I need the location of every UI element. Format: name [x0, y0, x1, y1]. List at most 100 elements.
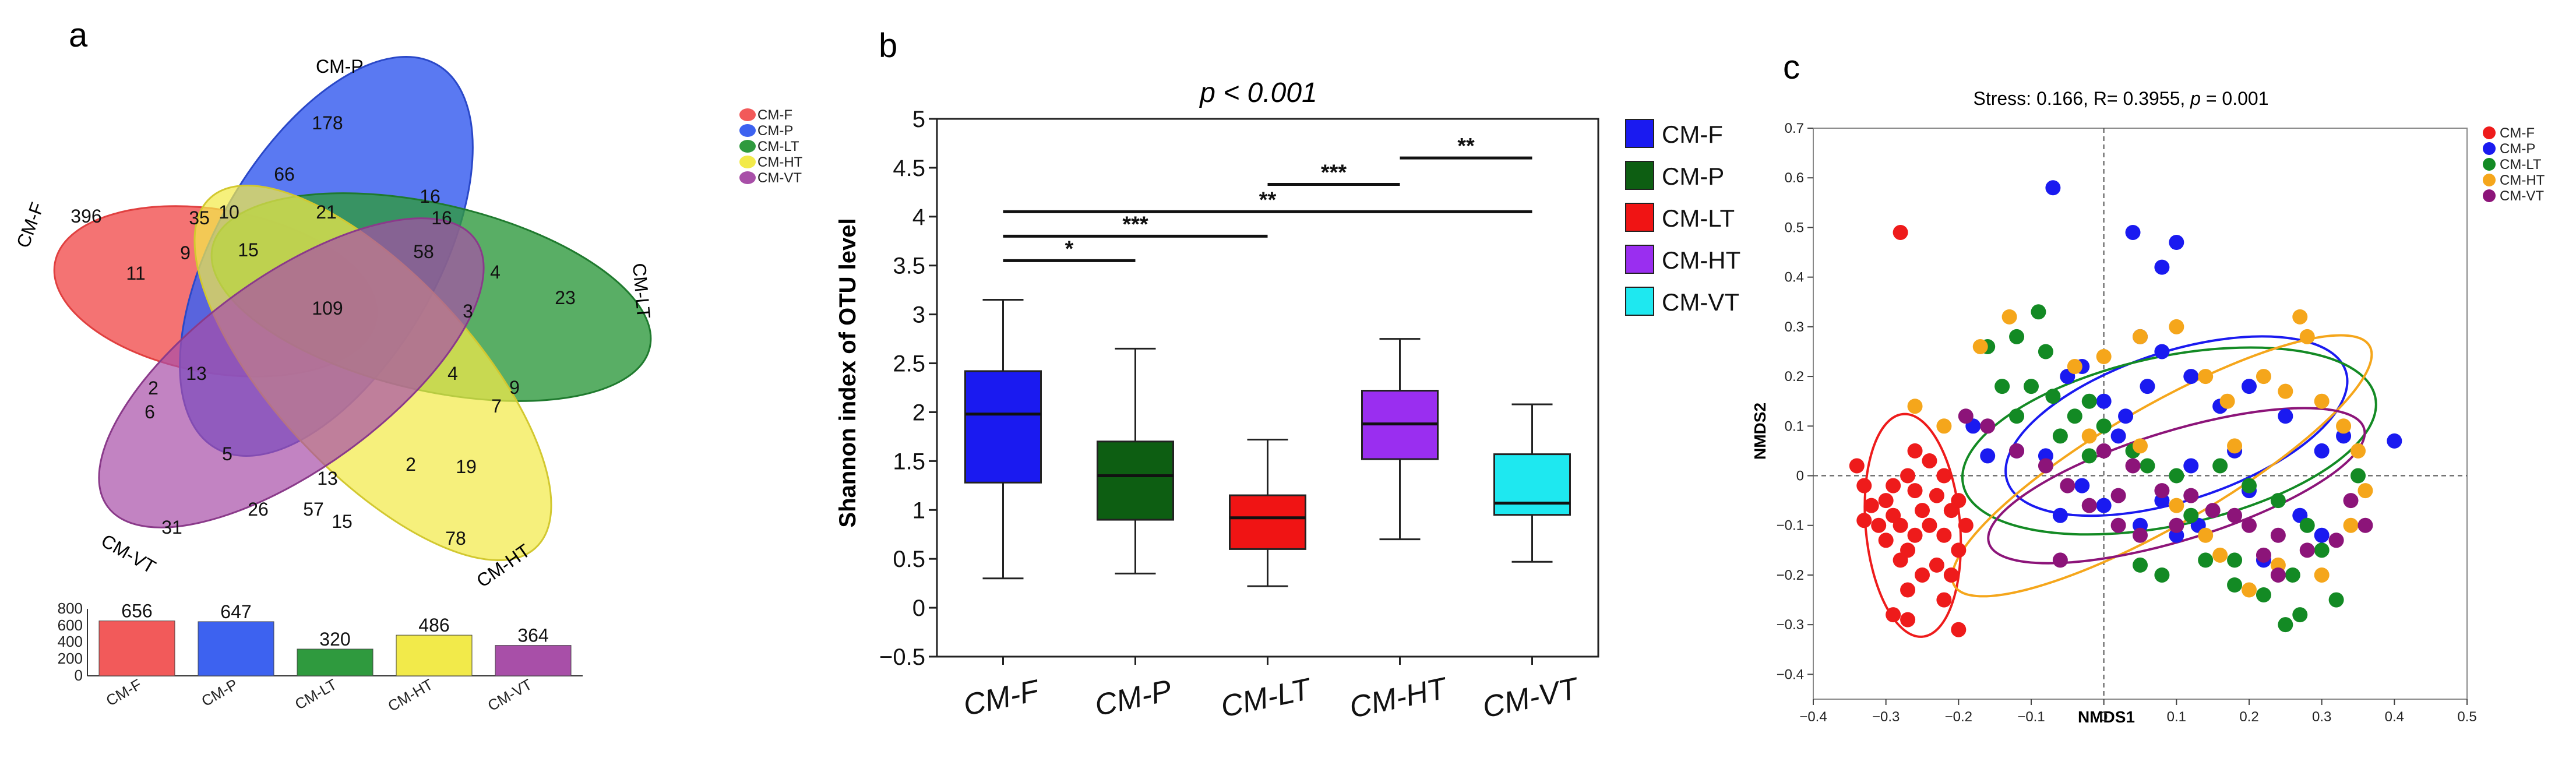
y-tick-label-c: 0.5 — [1785, 220, 1804, 235]
significance-label: * — [1065, 237, 1074, 261]
point-cm-p — [2125, 224, 2141, 240]
venn-count: 2 — [148, 378, 158, 399]
bars: 656 647 320 486 364 — [98, 601, 572, 676]
bar-y-ticks: 0 200 400 600 800 — [58, 600, 83, 684]
panel-label-a: a — [69, 16, 88, 54]
y-tick-label-b: 0.5 — [893, 547, 925, 572]
point-cm-ht — [2227, 438, 2243, 454]
point-cm-p — [2278, 408, 2293, 424]
venn-petal-cm-vt — [98, 217, 485, 528]
point-cm-f — [1915, 503, 1930, 519]
point-cm-p — [2052, 507, 2068, 523]
point-cm-ht — [2256, 369, 2271, 385]
box-cm-p — [1097, 440, 1174, 521]
point-cm-lt — [2183, 507, 2199, 523]
point-cm-lt — [2314, 542, 2330, 558]
point-cm-p — [2242, 379, 2257, 394]
x-category-label-b: CM-VT — [1479, 671, 1582, 725]
point-cm-f — [1893, 517, 1908, 533]
point-cm-vt — [2205, 503, 2221, 519]
axes-c: −0.4 −0.3 −0.2 −0.1 0 0.1 0.2 0.3 0.4 0.5 −0.4 −0.3… — [1777, 121, 2477, 725]
point-cm-f — [1951, 622, 1967, 637]
point-cm-vt — [2009, 443, 2025, 459]
bar-y-tick-label: 0 — [75, 667, 83, 684]
venn-count: 35 — [189, 207, 210, 228]
y-ticks-b: −0.5 0 0.5 1 1.5 2 2.5 3 3.5 4 4.5 5 — [879, 107, 937, 670]
point-cm-f — [1900, 582, 1916, 598]
bar-y-tick-label: 400 — [58, 633, 83, 650]
plot-frame-c — [1813, 128, 2468, 700]
point-cm-lt — [2227, 577, 2243, 593]
point-cm-p — [2096, 393, 2112, 409]
y-tick-label-b: 2 — [912, 400, 925, 425]
point-cm-vt — [2270, 527, 2286, 543]
chart-title-b: p < 0.001 — [1199, 77, 1317, 108]
y-tick-label-c: −0.2 — [1777, 567, 1804, 583]
x-axis-title-c: NMDS1 — [2078, 708, 2135, 726]
point-cm-p — [2118, 408, 2134, 424]
point-cm-ht — [2219, 393, 2235, 409]
legend-label-c: CM-HT — [2500, 172, 2545, 188]
point-cm-f — [1951, 542, 1967, 558]
legend-label-c: CM-LT — [2500, 157, 2542, 172]
point-cm-f — [1893, 552, 1908, 568]
box-cm-f — [964, 370, 1042, 484]
point-cm-lt — [2038, 344, 2053, 359]
point-cm-f — [1878, 533, 1894, 548]
point-cm-ht — [2357, 483, 2373, 499]
point-cm-p — [2169, 235, 2184, 250]
venn-count: 3 — [463, 301, 473, 322]
confidence-ellipses — [1863, 334, 2377, 638]
point-cm-lt — [2169, 468, 2184, 484]
bar-y-tick-label: 200 — [58, 650, 83, 667]
point-cm-ht — [2096, 349, 2112, 364]
point-cm-f — [1907, 483, 1923, 499]
point-cm-vt — [2060, 478, 2075, 493]
venn-count: 57 — [303, 499, 324, 520]
point-cm-f — [1936, 527, 1952, 543]
point-cm-vt — [2052, 552, 2068, 568]
point-cm-ht — [2001, 309, 2017, 325]
bar-category-label: CM-LT — [292, 675, 340, 713]
point-cm-lt — [2096, 418, 2112, 434]
legend-swatch-c — [2483, 189, 2496, 202]
legend-label-b: CM-F — [1662, 121, 1723, 148]
legend-swatch-c — [2483, 174, 2496, 186]
point-cm-p — [2140, 379, 2155, 394]
panel-b: b p < 0.001 Shannon index of OTU level −… — [835, 27, 1740, 725]
point-cm-ht — [2212, 547, 2228, 563]
point-cm-vt — [2227, 507, 2243, 523]
y-tick-label-b: 4.5 — [893, 156, 925, 181]
legend-swatch-c — [2483, 142, 2496, 155]
point-cm-vt — [2038, 458, 2053, 474]
bar-value-label: 320 — [319, 629, 350, 650]
point-cm-ht — [2278, 383, 2293, 399]
y-tick-label-c: −0.4 — [1777, 667, 1804, 682]
point-cm-ht — [2067, 359, 2082, 375]
bar-category-label: CM-F — [103, 675, 145, 709]
venn-count: 4 — [447, 363, 458, 384]
point-cm-ht — [2081, 428, 2097, 444]
point-cm-lt — [2031, 304, 2046, 320]
legend-swatch-cm-lt — [739, 140, 756, 153]
point-cm-f — [1886, 478, 1901, 493]
venn-count: 26 — [248, 499, 269, 520]
venn-count: 2 — [406, 454, 416, 475]
point-cm-f — [1863, 498, 1879, 513]
point-cm-lt — [2270, 493, 2286, 509]
point-cm-lt — [2009, 408, 2025, 424]
legend-swatch-c — [2483, 126, 2496, 139]
point-cm-vt — [2299, 542, 2315, 558]
x-tick-label-c: −0.1 — [2017, 709, 2045, 725]
venn-count: 7 — [491, 396, 502, 417]
point-cm-ht — [2242, 582, 2257, 598]
point-cm-ht — [2198, 527, 2214, 543]
y-tick-label-c: 0.7 — [1785, 121, 1804, 136]
point-cm-f — [1951, 493, 1967, 509]
point-cm-f — [1900, 468, 1916, 484]
y-tick-label-b: 1 — [912, 498, 925, 523]
venn-count: 78 — [445, 528, 466, 549]
y-tick-label-b: −0.5 — [879, 644, 925, 670]
bar-y-tick-label: 600 — [58, 616, 83, 634]
legend-swatch-cm-p — [739, 124, 756, 137]
